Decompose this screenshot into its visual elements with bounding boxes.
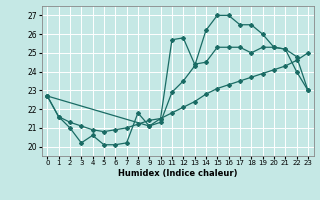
X-axis label: Humidex (Indice chaleur): Humidex (Indice chaleur) xyxy=(118,169,237,178)
